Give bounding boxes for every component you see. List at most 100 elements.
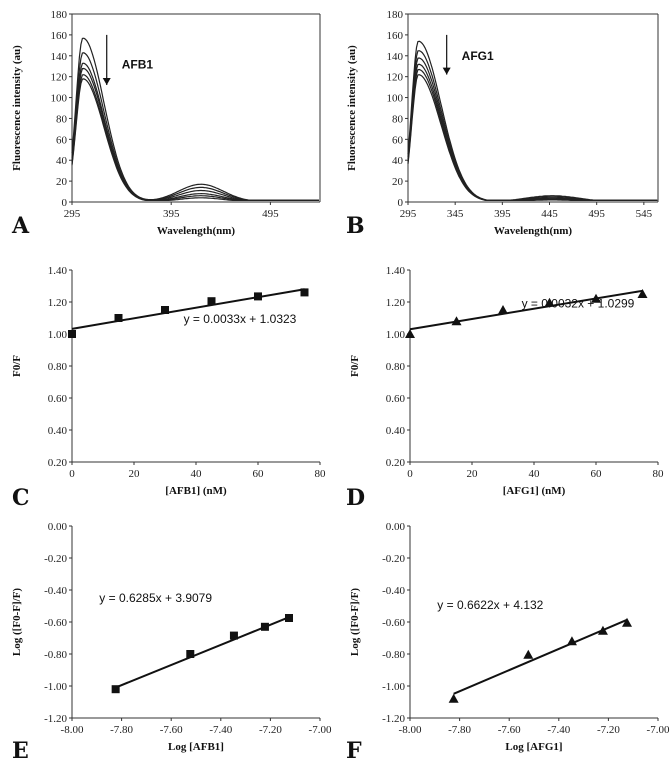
panel-c-xtick-label-4: 80 — [315, 468, 327, 480]
panel-d-ytick-label-0: 0.20 — [386, 457, 406, 469]
panel-f-xtick-label-3: -7.40 — [547, 724, 570, 736]
panel-b-xtick-label-0: 295 — [400, 208, 417, 220]
panel-b-series-4 — [407, 68, 658, 201]
panel-d-xtick-label-0: 0 — [407, 468, 413, 480]
panel-c-point-0 — [68, 330, 76, 338]
panel-f-ytick-label-6: -1.20 — [382, 713, 405, 725]
panel-b-series-2 — [407, 57, 658, 201]
panel-f-x-axis-title: Log [AFG1] — [505, 741, 562, 753]
panel-b-ytick-label-8: 160 — [387, 30, 404, 42]
panel-d-ytick-label-2: 0.60 — [386, 393, 406, 405]
panel-b-series-5 — [407, 74, 658, 201]
panel-d-ytick-label-4: 1.00 — [386, 329, 406, 341]
panel-b-x-axis-title: Wavelength(nm) — [494, 225, 573, 237]
panel-e-xtick-label-2: -7.60 — [160, 724, 183, 736]
panel-e-xtick-label-0: -8.00 — [61, 724, 84, 736]
panel-e-panel-letter: E — [12, 738, 29, 764]
panel-a-xtick-label-0: 295 — [64, 208, 81, 220]
panel-a-ytick-label-9: 180 — [51, 9, 68, 21]
panel-e-point-4 — [285, 614, 293, 622]
panel-f-xtick-label-0: -8.00 — [399, 724, 422, 736]
panel-d-point-0 — [405, 329, 415, 338]
panel-b-xtick-label-2: 395 — [494, 208, 511, 220]
panel-b-ytick-label-5: 100 — [387, 93, 404, 105]
panel-f-ytick-label-2: -0.40 — [382, 585, 405, 597]
panel-e-xtick-label-4: -7.20 — [259, 724, 282, 736]
panel-a-ytick-label-1: 20 — [56, 176, 68, 188]
panel-e: 0.00 -0.20 -0.40 -0.60 -0.80 -1.00 -1.20-8.00 -… — [11, 521, 332, 764]
panel-f-ytick-label-1: -0.20 — [382, 553, 405, 565]
panel-a-ytick-label-7: 140 — [51, 51, 68, 63]
panel-e-equation: y = 0.6285x + 3.9079 — [99, 591, 212, 605]
panel-c-ytick-label-1: 0.40 — [48, 425, 68, 437]
panel-e-ytick-label-4: -0.80 — [44, 649, 67, 661]
panel-b-y-axis-title: Fluorescence intensity (au) — [346, 45, 358, 171]
panel-a-arrow-head — [102, 78, 111, 86]
panel-f-point-4 — [622, 617, 632, 627]
panel-b-ytick-label-6: 120 — [387, 72, 404, 84]
panel-f-ytick-label-3: -0.60 — [382, 617, 405, 629]
panel-c-fit-line — [71, 288, 305, 330]
panel-f-xtick-label-2: -7.60 — [498, 724, 521, 736]
panel-b-ytick-label-7: 140 — [387, 51, 404, 63]
panel-a-ytick-label-5: 100 — [51, 93, 68, 105]
panel-b-ytick-label-0: 0 — [398, 197, 404, 209]
panel-b-xtick-label-5: 545 — [636, 208, 653, 220]
panel-e-xtick-label-3: -7.40 — [209, 724, 232, 736]
panel-d-panel-letter: D — [346, 485, 365, 511]
panel-f-point-2 — [566, 636, 577, 646]
panel-b: 0 20 40 60 80 100 120 140 160 180 295 345 395 445 495 5… — [346, 9, 659, 239]
panel-a-ytick-label-2: 40 — [56, 155, 68, 167]
panel-e-xtick-label-5: -7.00 — [309, 724, 332, 736]
panel-c-point-2 — [161, 306, 169, 314]
panel-c-point-4 — [254, 292, 262, 301]
panel-a-xtick-label-1: 395 — [163, 208, 180, 220]
panel-e-point-0 — [111, 685, 120, 694]
panel-a-ytick-label-3: 60 — [56, 134, 68, 146]
panel-d-fit-line — [409, 289, 643, 331]
panel-b-arrow-head — [442, 67, 451, 75]
panel-a-xtick-label-2: 495 — [262, 208, 279, 220]
panel-e-ytick-label-6: -1.20 — [44, 713, 67, 725]
panel-f-point-1 — [523, 649, 534, 659]
panel-b-series-3 — [407, 63, 658, 201]
panel-a-ytick-label-8: 160 — [51, 30, 68, 42]
panel-a: 0 20 40 60 80 100 120 140 160 180 295 395 495 Wavelen… — [11, 9, 321, 239]
panel-c-xtick-label-2: 40 — [191, 468, 203, 480]
panel-e-point-1 — [186, 650, 195, 658]
panel-a-x-axis-title: Wavelength(nm) — [157, 225, 236, 237]
panel-b-series-0 — [407, 40, 658, 201]
panel-a-ytick-label-6: 120 — [51, 72, 68, 84]
panel-d-point-3 — [544, 297, 555, 307]
panel-f-point-0 — [448, 693, 459, 703]
panel-b-series-1 — [407, 50, 658, 201]
panel-f-xtick-label-1: -7.80 — [448, 724, 471, 736]
panel-e-ytick-label-5: -1.00 — [44, 681, 67, 693]
panel-d-x-axis-title: [AFG1] (nM) — [503, 485, 566, 497]
panel-c-ytick-label-4: 1.00 — [48, 329, 68, 341]
panel-b-ytick-label-4: 80 — [392, 113, 404, 125]
panel-c-ytick-label-3: 0.80 — [48, 361, 68, 373]
panel-d-point-4 — [591, 293, 601, 303]
panel-c-xtick-label-0: 0 — [69, 468, 75, 480]
panel-c-y-axis-title: F0/F — [11, 355, 23, 377]
panel-a-ytick-label-4: 80 — [56, 113, 68, 125]
panel-d-xtick-label-3: 60 — [591, 468, 603, 480]
panel-c-equation: y = 0.0033x + 1.0323 — [184, 312, 297, 326]
panel-f-equation: y = 0.6622x + 4.132 — [437, 598, 543, 612]
panel-b-ytick-label-1: 20 — [392, 176, 404, 188]
panel-d-ytick-label-3: 0.80 — [386, 361, 406, 373]
panel-e-x-axis-title: Log [AFB1] — [168, 741, 224, 753]
panel-a-y-axis-title: Fluorescence intensity (au) — [11, 45, 23, 171]
panel-f-xtick-label-5: -7.00 — [647, 724, 670, 736]
panel-a-series-5 — [71, 78, 319, 201]
panel-d-y-axis-title: F0/F — [349, 355, 361, 377]
panel-d-xtick-label-2: 40 — [529, 468, 541, 480]
panel-e-point-2 — [229, 631, 238, 640]
panel-f: 0.00 -0.20 -0.40 -0.60 -0.80 -1.00 -1.20-8.00 -… — [346, 521, 670, 764]
panel-c-ytick-label-5: 1.20 — [48, 297, 68, 309]
panel-d-xtick-label-1: 20 — [467, 468, 479, 480]
panel-b-ytick-label-2: 40 — [392, 155, 404, 167]
panel-d-ytick-label-1: 0.40 — [386, 425, 406, 437]
